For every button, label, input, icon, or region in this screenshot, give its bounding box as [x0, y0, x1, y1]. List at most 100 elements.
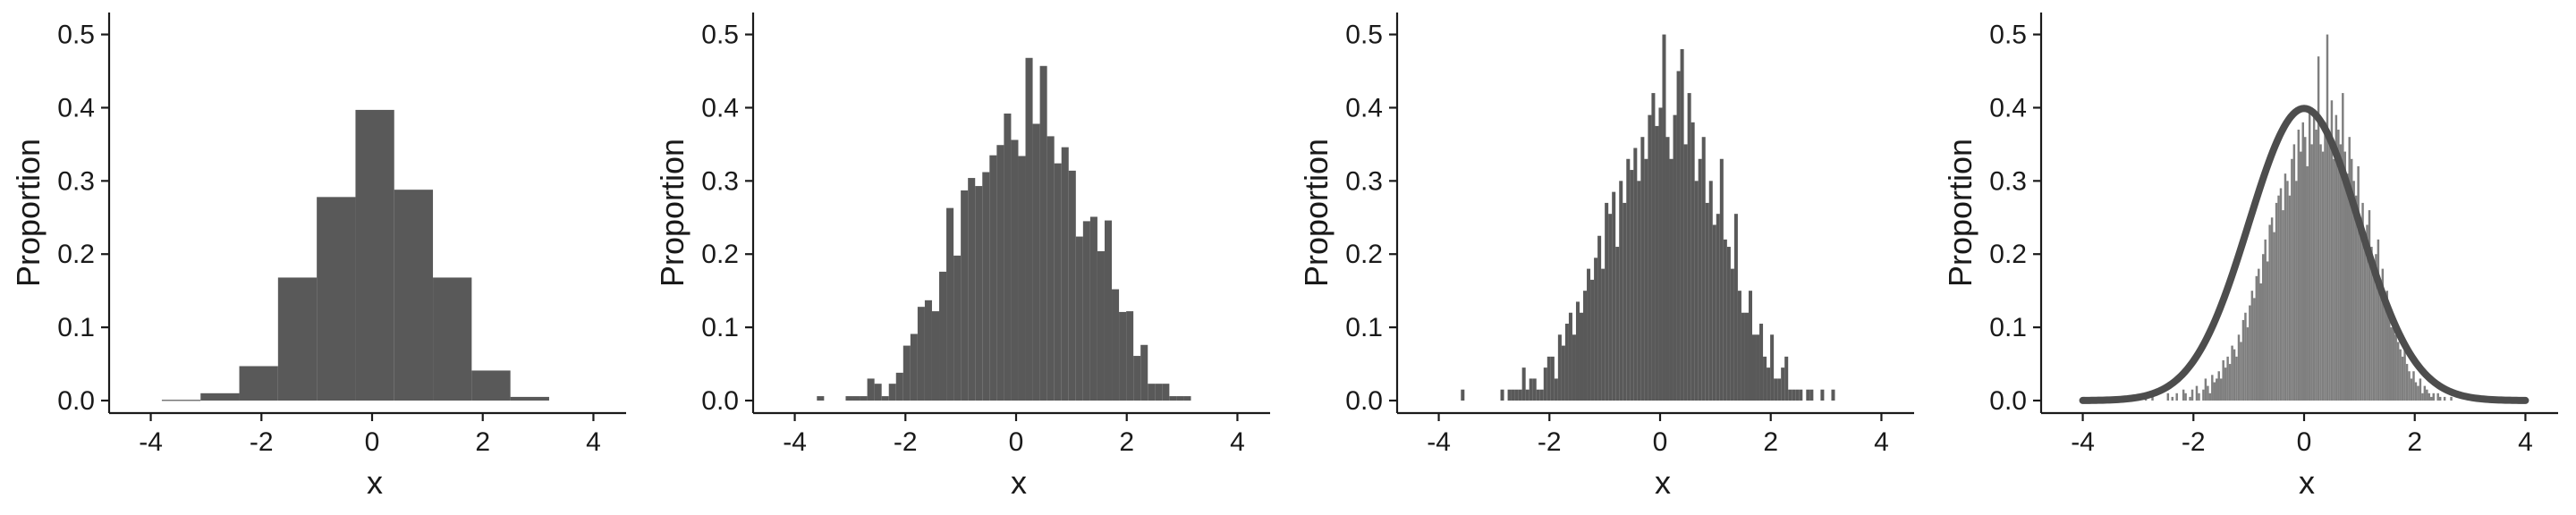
- histogram-bar: [1820, 389, 1825, 401]
- histogram-panel-2: -4 -2 0 2 4 0.0 0.1 0.2 0.3 0.4 0.5 x Proportion: [654, 13, 1270, 501]
- histogram-bar: [2324, 122, 2326, 401]
- histogram-bar: [1583, 291, 1588, 401]
- histogram-bar: [1521, 367, 1526, 401]
- x-tick-label: -4: [783, 427, 807, 457]
- histogram-bar: [1075, 236, 1083, 401]
- histogram-bar: [2403, 349, 2406, 401]
- histogram-bar: [1550, 356, 1555, 401]
- histogram-bar: [1809, 389, 1814, 401]
- histogram-bar: [1011, 139, 1019, 401]
- histogram-bar: [2384, 305, 2386, 401]
- histogram-bar: [2401, 356, 2404, 401]
- histogram-bar: [2255, 275, 2258, 401]
- histogram-bar: [931, 311, 940, 401]
- histogram-bar: [2295, 181, 2298, 401]
- y-tick-label: 0.1: [701, 313, 739, 342]
- x-tick-label: 2: [1119, 427, 1134, 457]
- histogram-bar: [2385, 291, 2389, 401]
- histogram-bar: [1648, 114, 1652, 401]
- histogram-bar: [1741, 312, 1745, 401]
- histogram-panel-4: -4 -2 0 2 4 0.0 0.1 0.2 0.3 0.4 0.5 x Proportion: [1942, 13, 2558, 501]
- histogram-bar: [1605, 202, 1609, 401]
- histogram-bar: [317, 197, 356, 401]
- x-tick-label: 2: [2407, 427, 2422, 457]
- histogram-bar: [2266, 261, 2269, 401]
- histogram-bar: [1514, 389, 1519, 401]
- histogram-bar: [982, 172, 990, 401]
- x-tick-label: -2: [250, 427, 274, 457]
- histogram-bar: [1737, 291, 1741, 401]
- histogram-bar: [2202, 389, 2205, 401]
- histogram-bar: [2166, 393, 2170, 401]
- histogram-bar: [1018, 156, 1026, 401]
- histogram-bar: [1665, 137, 1670, 401]
- histogram-bar: [1744, 312, 1749, 401]
- histogram-bar: [2438, 396, 2442, 401]
- histogram-bar: [2417, 385, 2419, 401]
- histogram-bar: [881, 396, 889, 401]
- histogram-bar: [1623, 202, 1627, 401]
- histogram-bar: [895, 372, 903, 401]
- histogram-bar: [1680, 48, 1684, 401]
- x-tick-label: 2: [1763, 427, 1778, 457]
- histogram-bar: [1525, 389, 1530, 401]
- histogram-bar: [2343, 151, 2347, 401]
- histogram-bar: [2171, 396, 2174, 401]
- histogram-bar: [2250, 291, 2254, 401]
- histogram-bar: [939, 271, 947, 401]
- histogram-bar: [874, 384, 882, 401]
- histogram-bar: [1770, 334, 1775, 401]
- histogram-bar: [2226, 356, 2229, 401]
- histogram-bar: [2182, 389, 2185, 401]
- histogram-bar: [975, 186, 983, 401]
- x-tick-label: -2: [2182, 427, 2206, 457]
- histogram-bar: [1572, 334, 1576, 401]
- y-axis-title: Proportion: [10, 139, 47, 287]
- y-axis-title: Proportion: [1298, 139, 1335, 287]
- histogram-bar: [946, 207, 954, 401]
- histogram-bar: [2443, 396, 2446, 401]
- histogram-bar: [2361, 202, 2364, 401]
- histogram-bar: [953, 255, 962, 401]
- histogram-bar: [2297, 130, 2301, 401]
- histogram-bar: [1575, 301, 1580, 401]
- x-axis-title: x: [2299, 464, 2315, 501]
- y-tick-label: 0.3: [57, 166, 95, 196]
- histogram-bar: [924, 300, 932, 401]
- histogram-bar: [1694, 181, 1699, 401]
- y-tick-label: 0.3: [701, 166, 739, 196]
- histogram-bar: [1511, 389, 1515, 401]
- histogram-bar: [2240, 342, 2242, 401]
- y-tick-label: 0.4: [57, 93, 95, 122]
- histogram-bar: [1054, 163, 1062, 401]
- histogram-bar: [1025, 57, 1033, 401]
- histogram-bar: [2208, 393, 2212, 401]
- y-tick-label: 0.5: [1345, 21, 1383, 50]
- histogram-bar: [1655, 125, 1659, 401]
- histogram-bar: [2151, 396, 2154, 401]
- histogram-bar: [1133, 356, 1141, 401]
- histogram-bar: [2372, 268, 2376, 401]
- y-tick-label: 0.3: [1345, 166, 1383, 196]
- histogram-bar: [1640, 137, 1645, 401]
- histogram-bar: [2350, 158, 2353, 401]
- histogram-bar: [1698, 158, 1702, 401]
- density-curve: [2079, 105, 2529, 404]
- histogram-bar: [1633, 148, 1638, 401]
- histogram-bar: [2291, 158, 2293, 401]
- histogram-bar: [2396, 342, 2400, 401]
- histogram-bar: [2195, 385, 2199, 401]
- histogram-bar: [1705, 202, 1709, 401]
- histogram-bar: [1554, 378, 1558, 401]
- histogram-bar: [2430, 396, 2433, 401]
- histogram-bar: [1507, 389, 1512, 401]
- histogram-bar: [1658, 107, 1663, 401]
- histogram-bar: [1536, 389, 1540, 401]
- histogram-bar: [471, 370, 511, 401]
- histogram-bar: [1781, 367, 1785, 401]
- histogram-bar: [1590, 279, 1595, 401]
- histogram-bar: [2412, 371, 2415, 401]
- histogram-bar: [2282, 210, 2284, 401]
- histogram-bar: [2284, 173, 2287, 401]
- histogram-bar: [2426, 389, 2428, 401]
